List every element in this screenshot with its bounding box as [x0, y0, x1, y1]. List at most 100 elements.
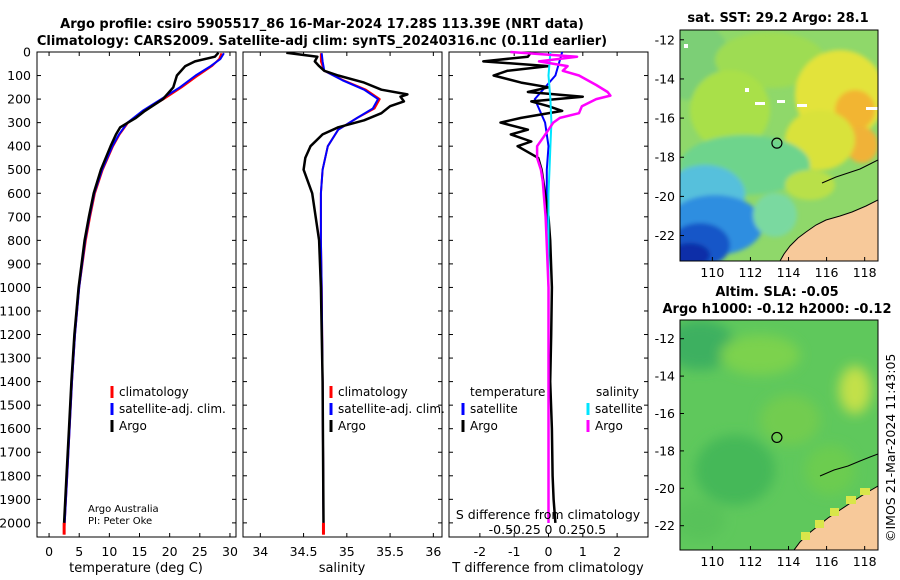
lon-tick-label: 118	[853, 265, 877, 280]
lon-tick-label: 110	[700, 554, 724, 569]
lat-tick-label: -20	[655, 481, 675, 496]
lat-tick-label: -14	[655, 71, 675, 86]
sla-map-title-1: Altim. SLA: -0.05	[715, 285, 838, 300]
salinity-legend: climatology satellite-adj. clim. Argo	[329, 385, 445, 433]
series-line-temperature-argo	[482, 51, 585, 523]
imos-watermark: ©IMOS 21-Mar-2024 11:43:05	[883, 354, 898, 542]
s-diff-tick-label: 0	[545, 522, 553, 537]
legend-label-t-satellite: satellite	[470, 402, 518, 416]
lon-tick-label: 118	[853, 554, 877, 569]
depth-tick-label: 400	[7, 139, 31, 154]
depth-tick-label: 1900	[0, 492, 31, 507]
x-tick-label: 0	[45, 544, 53, 559]
sla-map-ticks: 110 112 114 116 118 -12 -14 -16 -18 -20 -22	[655, 331, 877, 569]
depth-tick-label: 0	[23, 45, 31, 60]
x-tick-label: 35.5	[376, 544, 404, 559]
lon-tick-label: 116	[815, 265, 839, 280]
x-tick-label: 10	[101, 544, 117, 559]
title-line-1: Argo profile: csiro 5905517_86 16-Mar-20…	[60, 17, 584, 32]
t-difference-xlabel: T difference from climatology	[451, 561, 644, 576]
depth-tick-label: 1500	[0, 398, 31, 413]
s-diff-tick-label: 0.5	[586, 522, 606, 537]
legend-label-climatology: climatology	[338, 385, 408, 399]
lat-tick-label: -22	[655, 518, 675, 533]
sla-map-image	[680, 320, 878, 550]
legend-label-satellite: satellite-adj. clim.	[338, 402, 445, 416]
s-difference-xlabel: S difference from climatology	[456, 507, 641, 522]
legend-label-s-argo: Argo	[595, 419, 623, 433]
legend-label-argo: Argo	[119, 419, 147, 433]
s-diff-tick-label: 0.25	[558, 522, 586, 537]
depth-tick-label: 1600	[0, 421, 31, 436]
legend-label-t-argo: Argo	[470, 419, 498, 433]
x-tick-label: 0	[545, 544, 553, 559]
difference-legend: temperature salinity satellite Argo sate…	[461, 385, 643, 433]
salinity-lines	[286, 51, 409, 535]
s-diff-tick-label: -0.25	[509, 522, 541, 537]
lon-tick-label: 112	[739, 265, 763, 280]
sst-map-title: sat. SST: 29.2 Argo: 28.1	[687, 11, 868, 26]
temperature-lines	[62, 51, 225, 535]
x-tick-label: 5	[75, 544, 83, 559]
x-tick-label: 34.5	[290, 544, 318, 559]
legend-label-argo: Argo	[338, 419, 366, 433]
depth-tick-label: 1200	[0, 327, 31, 342]
lat-tick-label: -18	[655, 443, 675, 458]
sst-float-marker	[771, 137, 783, 149]
temperature-panel: 0100200300400500600700800900100011001200…	[0, 45, 238, 577]
sst-map-ticks: 110 112 114 116 118 -12 -14 -16 -18 -20 -22	[655, 32, 877, 280]
credit-line-2: PI: Peter Oke	[88, 516, 152, 527]
depth-tick-label: 600	[7, 186, 31, 201]
credit-line-1: Argo Australia	[88, 504, 159, 515]
temperature-xlabel: temperature (deg C)	[69, 561, 203, 576]
x-tick-label: 15	[132, 544, 148, 559]
depth-tick-label: 300	[7, 115, 31, 130]
depth-tick-label: 200	[7, 92, 31, 107]
series-line-argo	[286, 51, 409, 523]
lon-tick-label: 116	[815, 554, 839, 569]
sst-map: sat. SST: 29.2 Argo: 28.1	[655, 11, 879, 280]
x-tick-label: 20	[162, 544, 178, 559]
series-line-argo	[62, 51, 220, 523]
depth-tick-label: 2000	[0, 515, 31, 530]
lat-tick-label: -16	[655, 406, 675, 421]
x-tick-label: 2	[613, 544, 621, 559]
depth-tick-label: 800	[7, 233, 31, 248]
lat-tick-label: -18	[655, 150, 675, 165]
s-diff-tick-label: -0.5	[489, 522, 513, 537]
temperature-axes-box	[36, 51, 237, 538]
x-tick-label: 1	[579, 544, 587, 559]
salinity-xlabel: salinity	[319, 561, 366, 576]
sst-land	[779, 199, 878, 261]
salinity-panel: 34 34.5 35 35.5 36 climatology satellite-adj…	[242, 51, 445, 576]
x-tick-label: 34	[252, 544, 268, 559]
legend-label-climatology: climatology	[119, 385, 189, 399]
depth-tick-label: 1100	[0, 303, 31, 318]
series-line-salinity-argo	[510, 50, 612, 523]
depth-tick-label: 1300	[0, 351, 31, 366]
temperature-ticks: 0100200300400500600700800900100011001200…	[0, 45, 238, 560]
salinity-ticks: 34 34.5 35 35.5 36	[243, 51, 442, 559]
sla-coast-fringe	[801, 488, 870, 540]
x-tick-label: 36	[425, 544, 441, 559]
legend-label-satellite: satellite-adj. clim.	[119, 402, 226, 416]
legend-heading-temperature: temperature	[470, 385, 545, 399]
depth-tick-label: 500	[7, 162, 31, 177]
lon-tick-label: 110	[700, 265, 724, 280]
legend-heading-salinity: salinity	[596, 385, 639, 399]
x-tick-label: 30	[222, 544, 238, 559]
lon-tick-label: 114	[777, 554, 801, 569]
depth-tick-label: 1000	[0, 280, 31, 295]
depth-tick-label: 1700	[0, 445, 31, 460]
x-tick-label: 35	[339, 544, 355, 559]
depth-tick-label: 900	[7, 256, 31, 271]
lat-tick-label: -12	[655, 32, 675, 47]
x-tick-label: 25	[192, 544, 208, 559]
difference-ticks: -2 -1 0 1 2 -0.5-0.25 0 0.25 0.5	[449, 51, 648, 559]
lon-tick-label: 112	[739, 554, 763, 569]
sla-float-marker	[771, 431, 783, 444]
difference-panel: -2 -1 0 1 2 -0.5-0.25 0 0.25 0.5 temperature sal…	[448, 50, 649, 576]
depth-tick-label: 700	[7, 209, 31, 224]
depth-tick-label: 1800	[0, 468, 31, 483]
